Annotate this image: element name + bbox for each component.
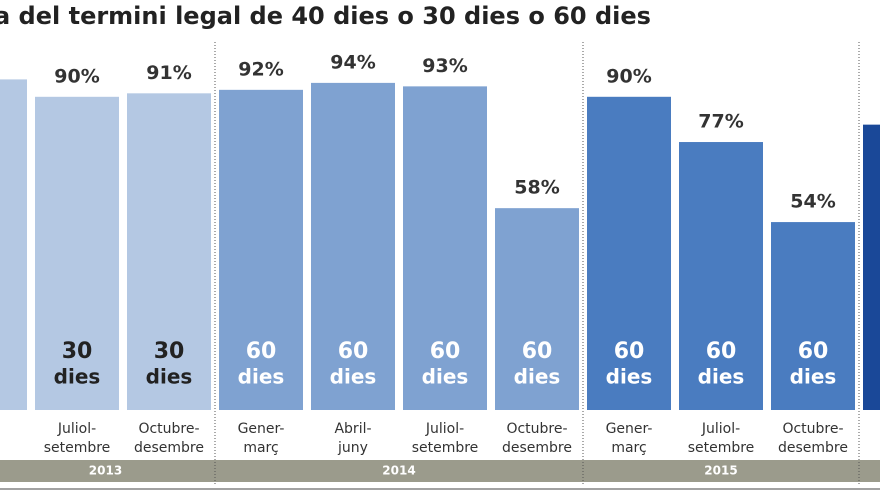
x-tick-label: Abril- bbox=[334, 421, 371, 437]
deadline-days: 60 bbox=[246, 339, 277, 364]
deadline-days: 30 bbox=[62, 339, 93, 364]
deadline-days: 60 bbox=[338, 339, 369, 364]
x-tick-label: Octubre- bbox=[506, 421, 567, 437]
x-tick-label: juny bbox=[337, 440, 368, 456]
deadline-days: 60 bbox=[706, 339, 737, 364]
x-tick-label: setembre bbox=[412, 440, 479, 456]
x-tick-label: Octubre- bbox=[782, 421, 843, 437]
bar bbox=[679, 142, 763, 411]
deadline-days: 30 bbox=[154, 339, 185, 364]
deadline-unit: dies bbox=[422, 365, 469, 389]
value-label: 92% bbox=[238, 58, 283, 80]
deadline-unit: dies bbox=[238, 365, 285, 389]
deadline-days: 60 bbox=[798, 339, 829, 364]
value-label: 90% bbox=[606, 65, 651, 87]
x-tick-label: Juliol- bbox=[57, 421, 96, 437]
bar bbox=[403, 86, 487, 411]
x-tick-label: Juliol- bbox=[701, 421, 740, 437]
x-tick-label: Gener- bbox=[238, 421, 285, 437]
bar bbox=[495, 208, 579, 410]
x-tick-label: setembre bbox=[44, 440, 111, 456]
bar bbox=[311, 82, 395, 410]
x-tick-label: Gener- bbox=[606, 421, 653, 437]
bar bbox=[219, 89, 303, 410]
year-label: 2013 bbox=[89, 464, 122, 478]
deadline-unit: dies bbox=[514, 365, 561, 389]
deadline-unit: dies bbox=[330, 365, 377, 389]
bar bbox=[127, 93, 211, 410]
year-label: 2014 bbox=[382, 464, 415, 478]
bar bbox=[35, 96, 119, 411]
x-tick-label: Octubre- bbox=[138, 421, 199, 437]
deadline-unit: dies bbox=[698, 365, 745, 389]
value-label: 58% bbox=[514, 177, 559, 199]
x-tick-label: setembre bbox=[688, 440, 755, 456]
year-label: 2015 bbox=[704, 464, 737, 478]
x-tick-label: març bbox=[611, 440, 646, 456]
chart-title: a del termini legal de 40 dies o 30 dies… bbox=[0, 2, 651, 30]
x-tick-label: desembre bbox=[134, 440, 204, 456]
value-label: 94% bbox=[330, 51, 375, 73]
year-band bbox=[0, 460, 880, 482]
deadline-unit: dies bbox=[146, 365, 193, 389]
value-label: 77% bbox=[698, 111, 743, 133]
deadline-days: 60 bbox=[614, 339, 645, 364]
bar bbox=[587, 96, 671, 411]
value-label: 93% bbox=[422, 55, 467, 77]
x-tick-label: desembre bbox=[778, 440, 848, 456]
value-label: 90% bbox=[54, 65, 99, 87]
x-tick-label: desembre bbox=[502, 440, 572, 456]
value-label: 91% bbox=[146, 62, 191, 84]
bar bbox=[771, 222, 855, 410]
deadline-unit: dies bbox=[606, 365, 653, 389]
x-tick-label: març bbox=[243, 440, 278, 456]
value-label: 54% bbox=[790, 191, 835, 213]
deadline-days: 60 bbox=[430, 339, 461, 364]
bar bbox=[0, 79, 27, 411]
deadline-days: 60 bbox=[522, 339, 553, 364]
x-tick-label: Juliol- bbox=[425, 421, 464, 437]
bar bbox=[863, 124, 880, 410]
deadline-unit: dies bbox=[790, 365, 837, 389]
deadline-unit: dies bbox=[54, 365, 101, 389]
